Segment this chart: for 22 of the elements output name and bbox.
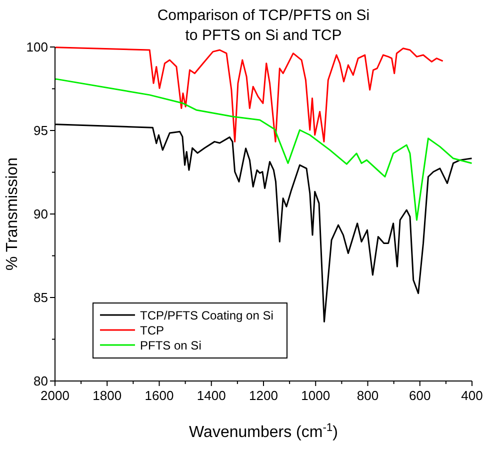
y-tick-label: 95 (34, 123, 48, 138)
x-tick-label: 1400 (196, 388, 226, 403)
x-tick-label: 1800 (92, 388, 122, 403)
x-tick-label: 800 (356, 388, 379, 403)
x-tick-label: 400 (461, 388, 483, 403)
line-series (54, 78, 472, 221)
legend-label: PFTS on Si (140, 338, 202, 352)
chart-title: Comparison of TCP/PFTS on Si to PFTS on Si and TCP (157, 7, 370, 44)
legend-label: TCP (140, 324, 164, 338)
legend-label: TCP/PFTS Coating on Si (140, 308, 274, 322)
line-series (54, 46, 444, 142)
y-axis-title: % Transmission (4, 158, 21, 270)
x-tick-label: 1600 (144, 388, 174, 403)
x-axis-title: Wavenumbers (cm$^{-1}$) (189, 422, 338, 441)
y-tick-label: 90 (34, 206, 48, 222)
x-tick-label: 1000 (301, 388, 330, 403)
y-tick-label: 85 (34, 290, 48, 305)
y-tick-label: 100 (26, 40, 48, 54)
y-tick-label: 80 (34, 374, 48, 388)
x-tick-label: 2000 (40, 388, 70, 403)
x-tick-label: 600 (409, 388, 431, 403)
x-tick-label: 1200 (249, 388, 278, 403)
